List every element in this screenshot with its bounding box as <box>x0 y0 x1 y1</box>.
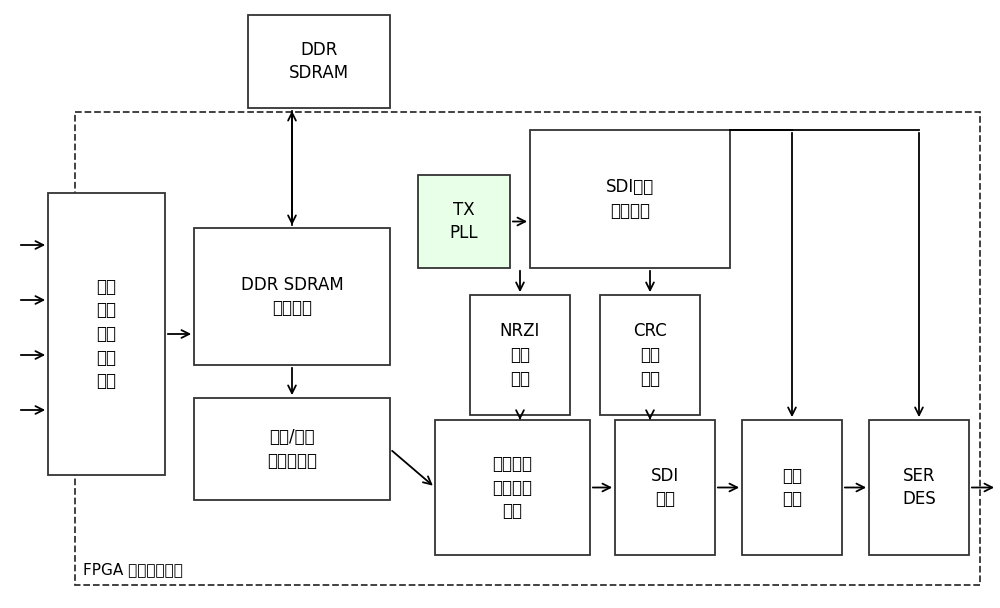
Bar <box>248 15 390 108</box>
Text: CRC
编码
插入: CRC 编码 插入 <box>633 322 667 388</box>
Bar <box>530 130 730 268</box>
Text: DDR SDRAM
控制逻辑: DDR SDRAM 控制逻辑 <box>241 275 343 317</box>
Bar <box>48 193 165 475</box>
Text: 数据子帧
生成控制
逻辑: 数据子帧 生成控制 逻辑 <box>492 455 532 520</box>
Bar <box>615 420 715 555</box>
Text: NRZI
编码
插入: NRZI 编码 插入 <box>500 322 540 388</box>
Text: 视频/图象
压缩编码器: 视频/图象 压缩编码器 <box>267 428 317 470</box>
Text: SER
DES: SER DES <box>902 467 936 508</box>
Text: 并串
转换: 并串 转换 <box>782 467 802 508</box>
Text: DDR
SDRAM: DDR SDRAM <box>289 41 349 82</box>
Text: SDI
编码: SDI 编码 <box>651 467 679 508</box>
Bar <box>869 420 969 555</box>
Bar <box>75 112 980 585</box>
Bar <box>194 398 390 500</box>
Bar <box>435 420 590 555</box>
Bar <box>600 295 700 415</box>
Bar <box>470 295 570 415</box>
Bar <box>742 420 842 555</box>
Text: TX
PLL: TX PLL <box>450 201 478 243</box>
Text: FPGA 内部逻辑框图: FPGA 内部逻辑框图 <box>83 562 183 577</box>
Text: 多路
原始
数据
输入
接口: 多路 原始 数据 输入 接口 <box>96 278 116 390</box>
Text: SDI速率
模式选择: SDI速率 模式选择 <box>606 178 654 220</box>
Bar <box>418 175 510 268</box>
Bar <box>194 228 390 365</box>
